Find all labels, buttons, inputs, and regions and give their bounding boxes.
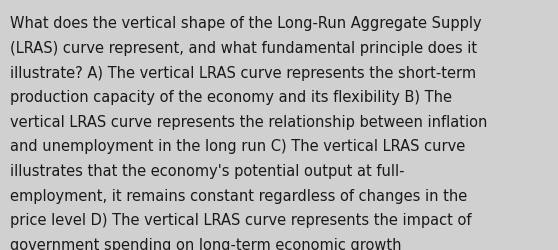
Text: price level D) The vertical LRAS curve represents the impact of: price level D) The vertical LRAS curve r… xyxy=(10,212,472,227)
Text: illustrates that the economy's potential output at full-: illustrates that the economy's potential… xyxy=(10,163,405,178)
Text: What does the vertical shape of the Long-Run Aggregate Supply: What does the vertical shape of the Long… xyxy=(10,16,482,31)
Text: (LRAS) curve represent, and what fundamental principle does it: (LRAS) curve represent, and what fundame… xyxy=(10,41,477,56)
Text: production capacity of the economy and its flexibility B) The: production capacity of the economy and i… xyxy=(10,90,452,105)
Text: and unemployment in the long run C) The vertical LRAS curve: and unemployment in the long run C) The … xyxy=(10,139,465,154)
Text: employment, it remains constant regardless of changes in the: employment, it remains constant regardle… xyxy=(10,188,467,203)
Text: illustrate? A) The vertical LRAS curve represents the short-term: illustrate? A) The vertical LRAS curve r… xyxy=(10,65,476,80)
Text: vertical LRAS curve represents the relationship between inflation: vertical LRAS curve represents the relat… xyxy=(10,114,488,129)
Text: government spending on long-term economic growth: government spending on long-term economi… xyxy=(10,237,402,250)
